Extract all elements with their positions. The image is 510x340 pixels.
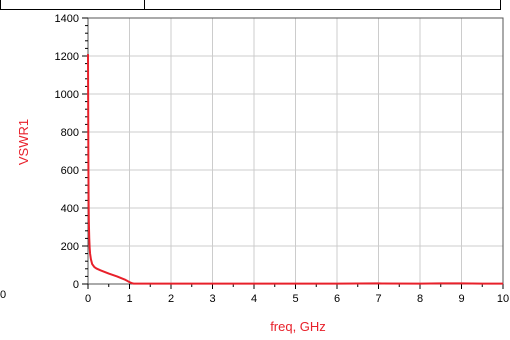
x-tick-label: 3 <box>209 293 215 305</box>
x-tick-label: 1 <box>126 293 132 305</box>
grid-lines <box>88 18 503 284</box>
x-tick-label: 2 <box>168 293 174 305</box>
x-tick-label: 8 <box>417 293 423 305</box>
x-tick-label: 5 <box>292 293 298 305</box>
y-tick-label: 200 <box>61 241 79 253</box>
top-frame <box>0 0 501 10</box>
x-tick-label: 6 <box>334 293 340 305</box>
y-tick-label: 1400 <box>55 13 79 25</box>
stray-zero-label: 0 <box>0 289 6 301</box>
y-axis-title: VSWR1 <box>16 119 31 165</box>
top-frame-divider <box>144 0 145 9</box>
x-tick-label: 9 <box>458 293 464 305</box>
x-tick-label: 10 <box>497 293 509 305</box>
series-line-vswr1 <box>87 54 503 285</box>
x-axis-title: freq, GHz <box>270 319 326 334</box>
y-tick-label: 1000 <box>55 89 79 101</box>
axes <box>82 17 504 289</box>
y-tick-label: 400 <box>61 203 79 215</box>
tick-labels: 0 200 400 600 800 1000 1200 1400 0 1 2 3 4 5 6 7 8 9 10 <box>55 13 510 305</box>
y-tick-label: 0 <box>73 279 79 291</box>
y-tick-label: 600 <box>61 165 79 177</box>
x-tick-label: 7 <box>375 293 381 305</box>
series-layer <box>87 54 503 285</box>
x-tick-label: 4 <box>251 293 257 305</box>
y-tick-label: 800 <box>61 127 79 139</box>
y-tick-label: 1200 <box>55 51 79 63</box>
x-tick-label: 0 <box>85 293 91 305</box>
